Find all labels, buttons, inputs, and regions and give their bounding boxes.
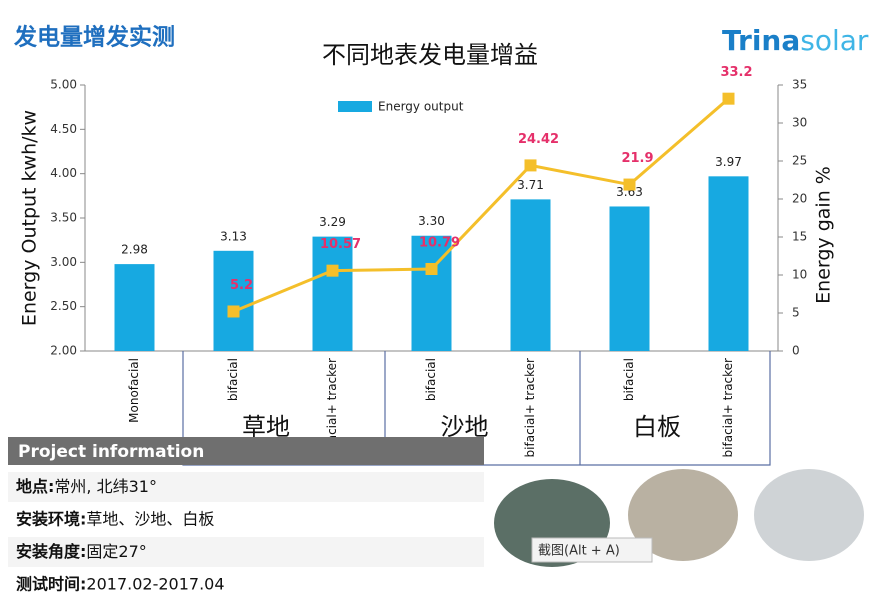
logo-brand: Trina bbox=[722, 24, 800, 57]
project-row-text: 安装环境:草地、沙地、白板 bbox=[16, 509, 214, 528]
x-tick-label: bifacial+ tracker bbox=[325, 358, 339, 458]
project-row bbox=[8, 472, 484, 502]
line-marker bbox=[326, 264, 339, 277]
x-tick-label: bifacial+ tracker bbox=[523, 358, 537, 458]
project-label: 地点: bbox=[16, 477, 54, 496]
y-tick-label: 2.50 bbox=[50, 299, 77, 313]
x-tick-label: Monofacial bbox=[127, 358, 141, 423]
line-marker bbox=[227, 305, 240, 318]
x-tick-label: bifacial bbox=[226, 358, 240, 401]
bar-value-label: 3.97 bbox=[715, 155, 742, 169]
logo-suffix: solar bbox=[800, 24, 869, 57]
x-tick-label: bifacial+ tracker bbox=[721, 358, 735, 458]
project-row bbox=[8, 504, 484, 535]
y-axis-label: Energy Output kwh/kw bbox=[19, 110, 41, 326]
bar bbox=[213, 250, 254, 351]
project-value: 固定27° bbox=[86, 542, 146, 561]
project-row-text: 安装角度:固定27° bbox=[16, 542, 147, 561]
bar bbox=[312, 236, 353, 351]
project-row-text: 地点:常州, 北纬31° bbox=[16, 477, 157, 496]
line-value-label: 5.2 bbox=[230, 278, 253, 293]
project-value: 2017.02-2017.04 bbox=[86, 574, 224, 593]
bar-value-label: 3.13 bbox=[220, 229, 247, 243]
group-label: 草地 bbox=[242, 413, 290, 441]
y-tick-label: 3.50 bbox=[50, 211, 77, 225]
legend-label: Energy output bbox=[378, 100, 464, 114]
overlay-box bbox=[531, 537, 653, 563]
y2-tick-label: 10 bbox=[792, 268, 807, 282]
y2-tick-label: 15 bbox=[792, 230, 807, 244]
y-tick-label: 3.00 bbox=[50, 255, 77, 269]
bar bbox=[708, 176, 749, 351]
legend-swatch bbox=[338, 101, 372, 112]
y2-tick-label: 30 bbox=[792, 116, 807, 130]
bar bbox=[510, 199, 551, 351]
y-tick-label: 4.50 bbox=[50, 122, 77, 136]
bar bbox=[114, 264, 155, 351]
y2-tick-label: 20 bbox=[792, 192, 807, 206]
bar bbox=[609, 206, 650, 351]
project-value: 草地、沙地、白板 bbox=[86, 509, 214, 528]
x-tick-label: bifacial bbox=[424, 358, 438, 401]
project-header bbox=[8, 437, 484, 465]
photo-white bbox=[754, 469, 864, 561]
y2-tick-label: 0 bbox=[792, 344, 800, 358]
project-label: 安装环境: bbox=[16, 509, 86, 528]
slide-title: 发电量增发实测 bbox=[13, 24, 175, 51]
project-label: 测试时间: bbox=[16, 574, 86, 593]
line-value-label: 33.2 bbox=[720, 65, 752, 80]
line-marker bbox=[524, 159, 537, 172]
bar-value-label: 3.30 bbox=[418, 214, 445, 228]
project-row bbox=[8, 569, 484, 600]
logo: Trinasolar bbox=[722, 24, 869, 57]
y2-tick-label: 35 bbox=[792, 78, 807, 92]
bar-value-label: 3.71 bbox=[517, 178, 544, 192]
line-marker bbox=[425, 262, 438, 275]
y-tick-label: 4.00 bbox=[50, 166, 77, 180]
line-value-label: 10.79 bbox=[419, 235, 460, 250]
project-value: 常州, 北纬31° bbox=[54, 477, 157, 496]
line-value-label: 24.42 bbox=[518, 132, 559, 147]
line-value-label: 10.57 bbox=[320, 237, 361, 252]
y2-axis-label: Energy gain % bbox=[813, 166, 835, 304]
x-tick-label: bifacial bbox=[622, 358, 636, 401]
chart-title: 不同地表发电量增益 bbox=[322, 41, 538, 69]
bar-value-label: 2.98 bbox=[121, 243, 148, 257]
photo-sand bbox=[628, 469, 738, 561]
line-marker bbox=[722, 92, 735, 105]
project-title: Project information bbox=[18, 442, 204, 462]
y-tick-label: 5.00 bbox=[50, 78, 77, 92]
line-marker bbox=[623, 178, 636, 191]
bar-value-label: 3.29 bbox=[319, 215, 346, 229]
y-tick-label: 2.00 bbox=[50, 344, 77, 358]
group-label: 白板 bbox=[633, 413, 681, 441]
overlay-text: 截图(Alt + A) bbox=[538, 544, 620, 559]
project-label: 安装角度: bbox=[16, 542, 86, 561]
line bbox=[232, 97, 730, 313]
project-row-text: 测试时间:2017.02-2017.04 bbox=[16, 574, 225, 593]
group-label: 沙地 bbox=[441, 413, 489, 441]
y2-tick-label: 25 bbox=[792, 154, 807, 168]
project-row bbox=[8, 537, 484, 567]
bar-value-label: 3.63 bbox=[616, 185, 643, 199]
y2-tick-label: 5 bbox=[792, 306, 800, 320]
line-value-label: 21.9 bbox=[621, 151, 653, 166]
